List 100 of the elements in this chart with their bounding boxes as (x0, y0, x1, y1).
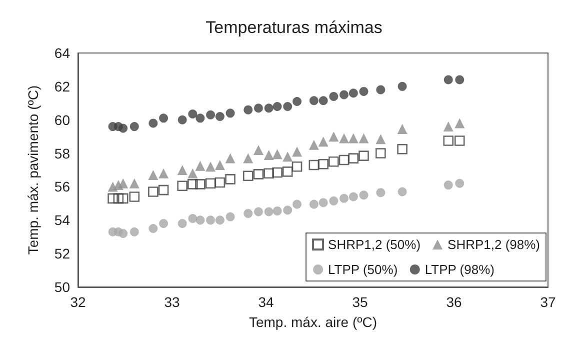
point (376, 148, 386, 158)
y-tick-label: 52 (54, 246, 70, 262)
x-tick-label: 32 (70, 294, 86, 310)
point (196, 216, 205, 225)
point (454, 136, 465, 146)
point (292, 146, 302, 157)
point (206, 162, 216, 172)
point (455, 178, 464, 188)
point (118, 178, 128, 188)
point (455, 75, 464, 84)
point (195, 179, 206, 190)
point (188, 179, 198, 190)
legend-label: LTPP (50%) (328, 262, 398, 277)
point (242, 170, 254, 181)
point (158, 168, 169, 178)
point (348, 192, 358, 202)
point (264, 150, 274, 160)
point (244, 105, 253, 114)
point (318, 159, 328, 170)
point (188, 110, 198, 119)
point (214, 177, 226, 188)
x-tick-label: 33 (164, 294, 180, 310)
point (177, 180, 188, 192)
y-tick-label: 58 (54, 145, 70, 162)
point (118, 193, 128, 204)
point (359, 86, 368, 96)
point (118, 229, 128, 238)
point (113, 193, 124, 204)
legend-label: LTPP (98%) (424, 262, 494, 277)
point (264, 207, 274, 216)
point (206, 216, 216, 225)
point (282, 152, 293, 162)
point (206, 110, 216, 120)
point (398, 187, 407, 196)
point (254, 207, 263, 216)
point (214, 160, 225, 170)
point (454, 118, 465, 128)
point (159, 218, 168, 228)
point (348, 88, 358, 98)
point (188, 214, 198, 223)
point (215, 216, 224, 225)
point (205, 178, 216, 189)
point (328, 156, 339, 167)
point (358, 150, 369, 161)
point (397, 144, 408, 154)
point (340, 90, 349, 100)
point (443, 122, 454, 132)
y-tick-label: 62 (54, 78, 70, 94)
point (376, 85, 386, 94)
x-tick-label: 35 (352, 294, 368, 310)
point (188, 168, 198, 178)
point (329, 196, 338, 206)
point (196, 114, 205, 123)
point (158, 184, 169, 196)
point (178, 218, 187, 228)
point (348, 133, 358, 144)
x-tick-label: 36 (446, 294, 462, 310)
point (178, 115, 187, 124)
point (282, 166, 293, 177)
point (308, 160, 320, 170)
point (318, 198, 328, 208)
point (215, 112, 224, 122)
point (292, 200, 302, 209)
y-axis-title: Temp. máx. pavimento (ºC) (25, 85, 41, 255)
point (359, 190, 368, 200)
point (272, 102, 282, 111)
point (339, 133, 350, 144)
y-tick-label: 60 (54, 112, 70, 128)
point (148, 224, 158, 233)
legend-label: SHRP1,2 (50%) (328, 237, 421, 252)
point (397, 124, 408, 134)
point (129, 192, 140, 202)
point (329, 92, 338, 101)
x-tick-label: 37 (540, 294, 556, 310)
point (376, 134, 386, 144)
point (244, 208, 253, 218)
point (272, 167, 282, 178)
point (358, 133, 369, 144)
point (340, 194, 349, 203)
point (243, 153, 254, 164)
point (272, 206, 282, 216)
point (338, 154, 350, 166)
point (195, 160, 206, 171)
point (253, 144, 264, 155)
point (283, 206, 292, 215)
chart-title: Temperaturas máximas (206, 18, 382, 37)
point (309, 96, 318, 106)
point (283, 102, 292, 111)
x-axis-title: Temp. máx. aire (ºC) (248, 314, 378, 330)
y-tick-label: 64 (54, 45, 70, 61)
point (159, 114, 168, 123)
point (130, 227, 139, 236)
point (292, 96, 302, 106)
point (225, 153, 236, 164)
point (318, 96, 328, 106)
point (254, 104, 263, 113)
point (226, 108, 235, 118)
point (118, 124, 128, 133)
point (318, 136, 328, 147)
point (443, 136, 454, 146)
